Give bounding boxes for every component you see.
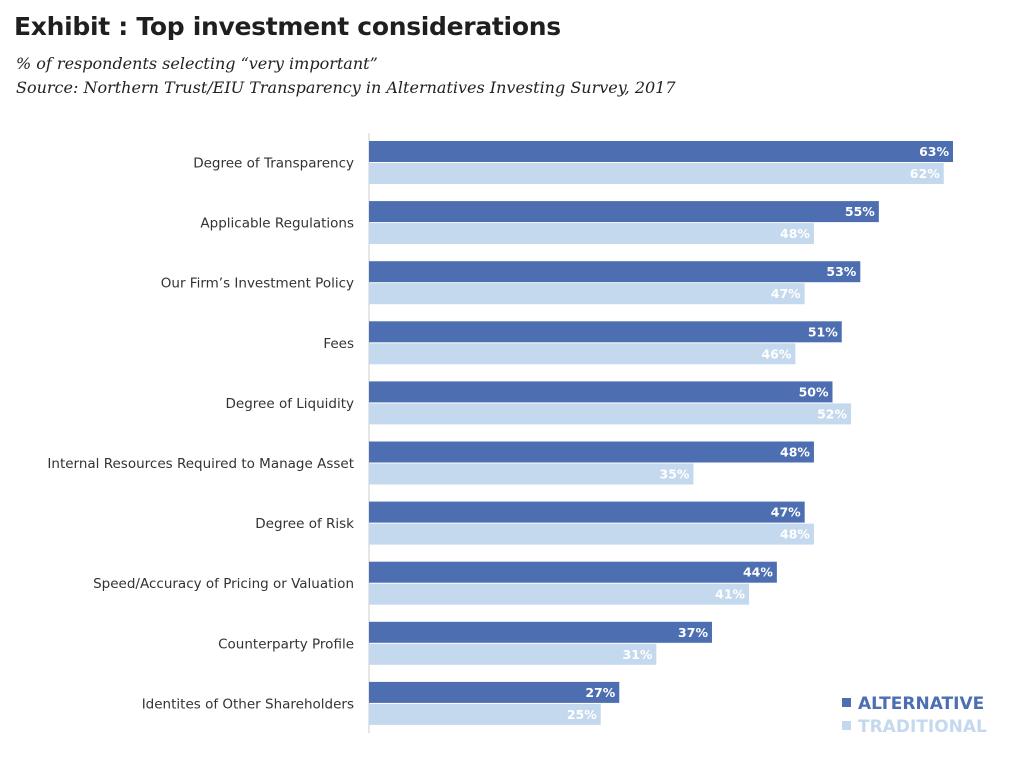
data-label-traditional: 41% [715,587,745,602]
bar-traditional [369,223,814,245]
category-label: Identites of Other Shareholders [142,696,354,712]
bar-traditional [369,643,657,665]
data-label-traditional: 62% [910,166,940,181]
bar-alternative [369,561,777,583]
bar-alternative [369,681,620,703]
bar-alternative [369,321,842,343]
category-label: Applicable Regulations [200,216,354,232]
bar-traditional [369,283,805,305]
bar-alternative [369,621,712,643]
category-label: Degree of Liquidity [226,396,354,412]
data-label-alternative: 27% [585,685,615,700]
bar-traditional [369,163,944,184]
bar-alternative [369,441,814,463]
category-label: Degree of Transparency [193,156,354,172]
bar-traditional [369,583,750,605]
data-label-traditional: 52% [817,406,847,421]
data-label-traditional: 48% [780,226,810,241]
data-label-traditional: 31% [622,647,652,662]
data-label-alternative: 50% [799,384,829,399]
category-label: Our Firm’s Investment Policy [161,276,354,292]
chart-subtitle: % of respondents selecting “very importa… [16,54,378,73]
bar-traditional [369,463,694,485]
bar-traditional [369,523,814,545]
data-label-traditional: 47% [771,286,801,301]
data-label-alternative: 47% [771,505,801,520]
bar-alternative [369,261,861,283]
bar-alternative [369,141,953,162]
bar-alternative [369,381,833,403]
category-label: Fees [323,336,354,352]
bar-traditional [369,703,601,725]
bar-alternative [369,501,805,523]
bar-group: Degree of Transparency 63% 62% Applicable R… [47,141,953,725]
legend-label-alternative: ALTERNATIVE [858,694,984,714]
chart-title: Exhibit : Top investment considerations [14,12,561,41]
legend-label-traditional: TRADITIONAL [858,717,987,737]
data-label-alternative: 51% [808,324,838,339]
data-label-alternative: 44% [743,565,773,580]
category-label: Internal Resources Required to Manage As… [47,456,354,472]
bar-alternative [369,201,879,223]
data-label-alternative: 48% [780,445,810,460]
data-label-alternative: 55% [845,204,875,219]
data-label-traditional: 48% [780,527,810,542]
legend-swatch-alternative [842,698,851,707]
legend: ALTERNATIVE TRADITIONAL [842,694,987,737]
data-label-traditional: 25% [567,707,597,722]
bar-traditional [369,403,852,425]
bar-traditional [369,343,796,365]
category-label: Degree of Risk [255,516,354,532]
data-label-traditional: 46% [761,346,791,361]
data-label-alternative: 63% [919,144,949,159]
data-label-traditional: 35% [660,467,690,482]
chart-source: Source: Northern Trust/EIU Transparency … [16,78,676,97]
legend-swatch-traditional [842,721,851,730]
data-label-alternative: 53% [826,264,856,279]
data-label-alternative: 37% [678,625,708,640]
category-label: Counterparty Profile [218,636,354,652]
category-label: Speed/Accuracy of Pricing or Valuation [93,576,354,592]
